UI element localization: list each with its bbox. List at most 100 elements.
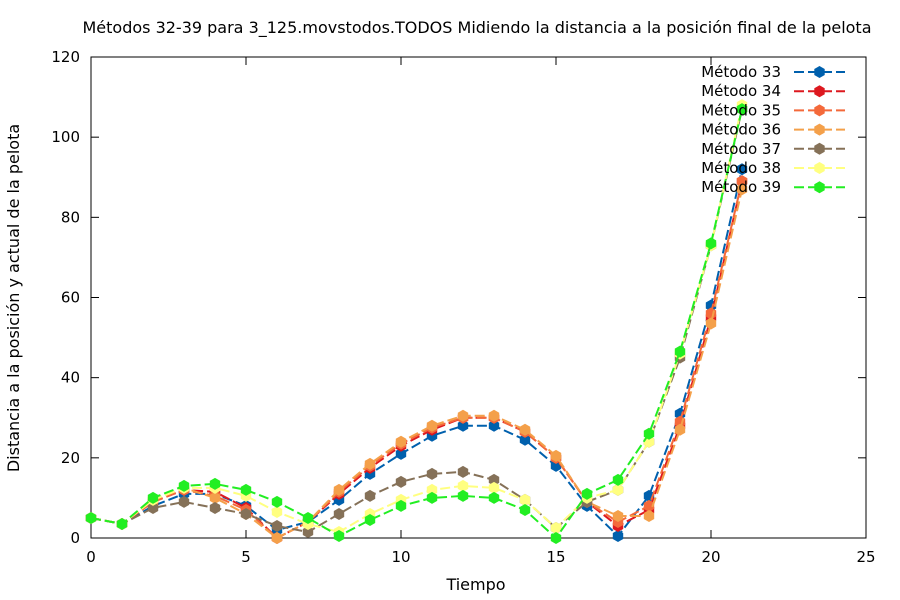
data-point [457,409,469,422]
data-point [550,521,562,534]
data-point [736,183,748,196]
data-point [209,501,221,514]
x-tick-label: 0 [86,548,96,566]
y-tick-label: 40 [61,369,80,387]
data-point [457,465,469,478]
data-point [457,489,469,502]
data-point [426,419,438,432]
data-point [705,237,717,250]
series-group [85,99,748,544]
y-axis-label: Distancia a la posición y actual de la p… [4,124,23,472]
data-point [736,103,748,116]
data-point [333,507,345,520]
data-point [178,495,190,508]
data-point [240,507,252,520]
data-point [519,493,531,506]
series-7 [85,103,748,544]
legend-marker [814,104,825,117]
series-6 [85,99,748,538]
data-point [271,505,283,518]
data-point [302,511,314,524]
y-tick-label: 80 [61,208,80,226]
series-line [90,108,743,540]
data-point [488,419,500,432]
x-tick-label: 15 [546,548,565,566]
data-point [364,513,376,526]
data-point [457,479,469,492]
x-tick-label: 25 [856,548,875,566]
data-point [705,317,717,330]
data-point [581,487,593,500]
y-tick-label: 100 [51,128,80,146]
data-point [395,499,407,512]
data-point [395,435,407,448]
legend-marker [814,162,825,174]
series-line [90,108,743,534]
legend-label: Método 36 [701,121,781,139]
series-line [90,169,743,538]
legend-label: Método 37 [701,140,781,158]
legend-marker [814,85,825,98]
data-point [674,345,686,358]
data-point [333,530,345,542]
data-point [209,491,221,504]
data-point [612,483,624,496]
data-point [302,525,314,538]
legend-label: Método 35 [701,101,781,119]
data-point [643,509,655,522]
data-point [519,423,531,436]
data-point [147,501,159,514]
chart-title: Métodos 32-39 para 3_125.movstodos.TODOS… [82,18,871,38]
data-point [488,473,500,486]
data-point [178,479,190,492]
x-axis-label: Tiempo [445,575,505,594]
data-point [457,419,469,432]
data-point [271,532,283,544]
y-tick-label: 60 [61,289,80,307]
data-point [519,503,531,516]
data-point [395,447,407,460]
data-point [271,519,283,532]
data-point [612,530,624,542]
data-point [550,532,562,544]
series-line [90,189,743,540]
data-point [85,511,97,524]
legend-label: Método 33 [701,63,781,81]
data-point [550,449,562,462]
series-line [90,181,743,540]
data-point [395,475,407,488]
data-point [426,491,438,504]
data-point [116,517,128,530]
data-point [612,473,624,486]
data-point [643,427,655,440]
data-point [736,163,748,176]
data-point [488,409,500,422]
data-point [612,509,624,522]
data-point [333,483,345,496]
data-point [240,483,252,496]
legend-marker [814,123,825,136]
x-tick-label: 5 [241,548,251,566]
axes: 0 5 10 15 20 25 0 20 40 60 80 100 120 [51,48,875,566]
data-point [488,481,500,494]
legend-marker [814,66,825,78]
data-point [488,491,500,504]
series-5 [85,103,748,538]
data-point [674,407,686,420]
y-tick-label: 120 [51,48,80,66]
legend-label: Método 34 [701,82,781,100]
x-tick-label: 20 [701,548,720,566]
data-point [736,175,748,188]
legend-marker [814,142,825,155]
data-point [643,499,655,512]
data-point [209,477,221,490]
data-point [147,491,159,504]
data-point [364,457,376,470]
legend-label: Método 38 [701,159,781,177]
data-point [364,489,376,502]
data-point [271,495,283,508]
data-point [426,483,438,496]
data-point [426,467,438,480]
data-point [674,423,686,436]
